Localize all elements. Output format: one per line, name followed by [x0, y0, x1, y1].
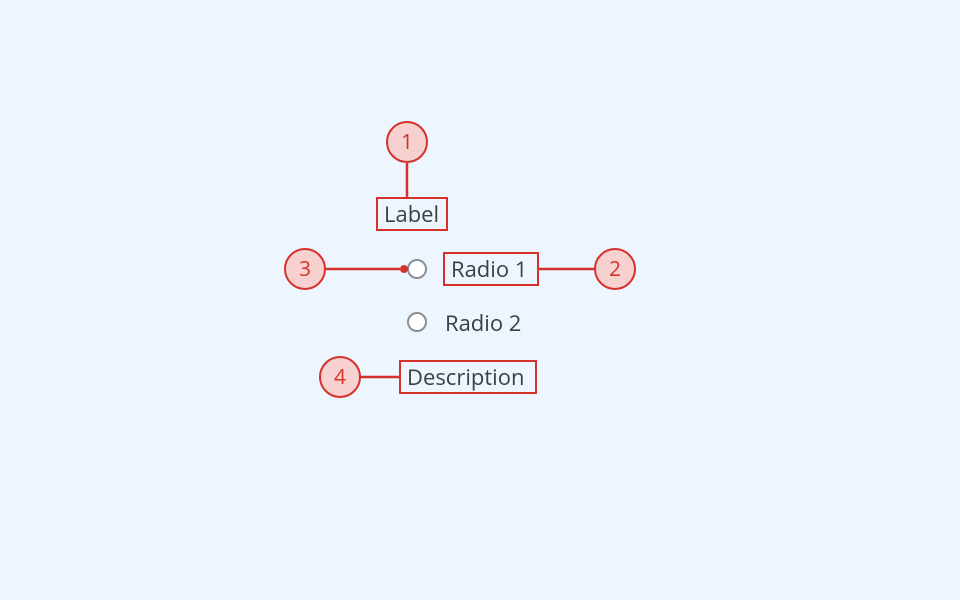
radio-2-label: Radio 2: [445, 308, 521, 338]
radio-1[interactable]: [407, 259, 427, 279]
label-box: Label: [376, 197, 448, 231]
label-text: Label: [384, 199, 439, 229]
description-text: Description: [407, 362, 524, 392]
radio1-label-text: Radio 1: [451, 254, 527, 284]
connectors: [0, 0, 960, 600]
description-box: Description: [399, 360, 537, 394]
radio-1-dot-icon: [400, 265, 408, 273]
radio1-label-box: Radio 1: [443, 252, 539, 286]
radio-2[interactable]: [407, 312, 427, 332]
diagram-stage: 1 2 3 4 Label Radio 1 Description Radio …: [0, 0, 960, 600]
